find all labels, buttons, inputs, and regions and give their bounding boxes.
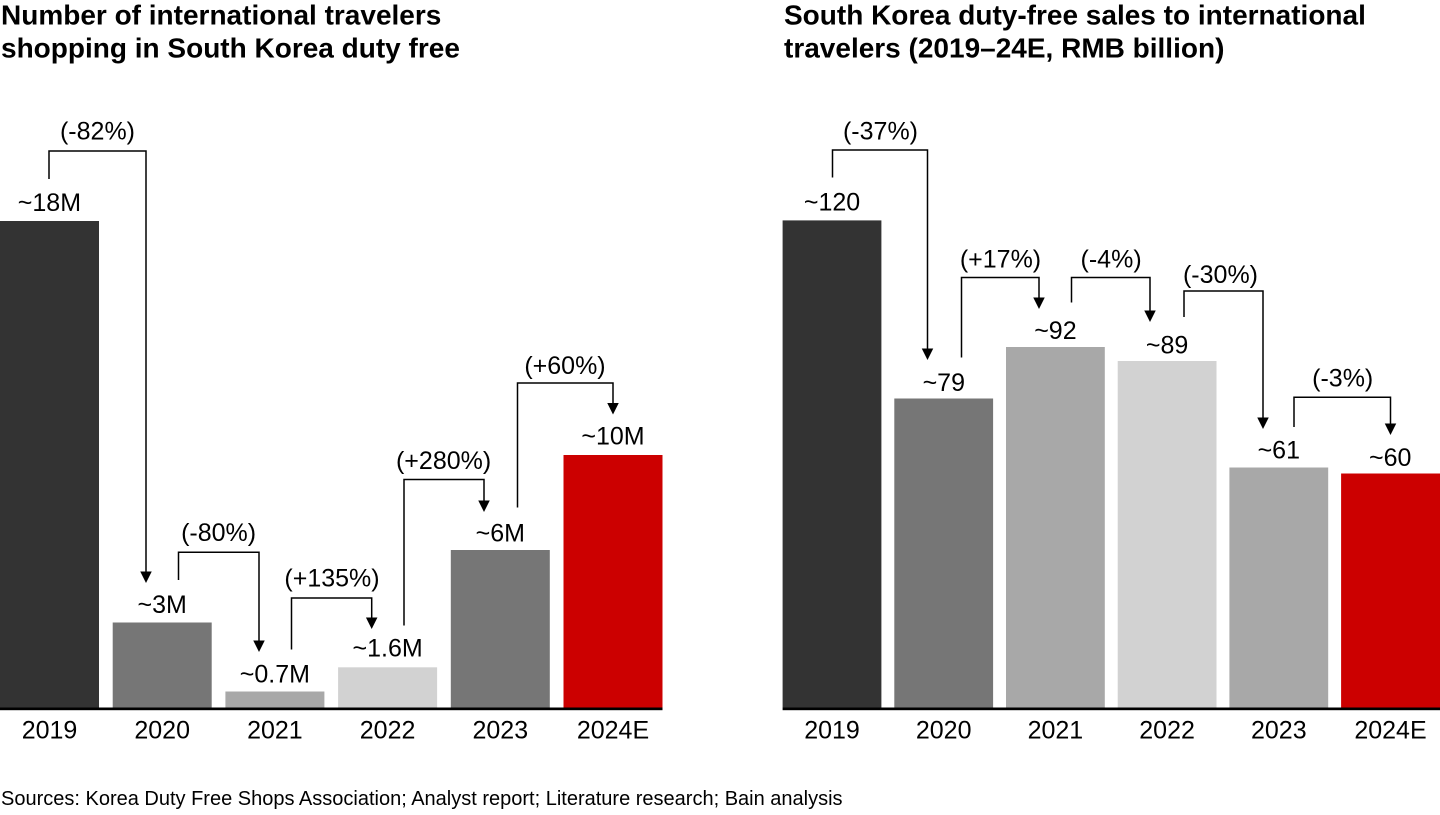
svg-text:2021: 2021 [247, 717, 303, 745]
svg-text:~60: ~60 [1369, 444, 1411, 472]
svg-text:2023: 2023 [1251, 717, 1307, 745]
svg-text:~18M: ~18M [18, 189, 81, 217]
svg-text:2022: 2022 [1139, 717, 1195, 745]
svg-text:(-80%): (-80%) [181, 519, 256, 547]
svg-text:2024E: 2024E [1354, 717, 1426, 745]
svg-text:(+60%): (+60%) [524, 352, 605, 380]
svg-text:(-30%): (-30%) [1183, 261, 1258, 289]
svg-text:~3M: ~3M [138, 591, 187, 619]
svg-text:2024E: 2024E [577, 717, 649, 745]
svg-text:~10M: ~10M [581, 423, 644, 451]
svg-text:~1.6M: ~1.6M [353, 635, 423, 663]
svg-text:~0.7M: ~0.7M [240, 661, 310, 689]
svg-text:travelers (2019–24E, RMB billi: travelers (2019–24E, RMB billion) [784, 32, 1224, 63]
svg-text:2021: 2021 [1028, 717, 1084, 745]
svg-text:(-4%): (-4%) [1081, 246, 1142, 274]
svg-text:~79: ~79 [923, 369, 965, 397]
svg-text:2020: 2020 [916, 717, 972, 745]
svg-text:(+135%): (+135%) [284, 564, 379, 592]
svg-text:2020: 2020 [134, 717, 190, 745]
svg-text:(-82%): (-82%) [60, 117, 135, 145]
svg-text:(+280%): (+280%) [396, 447, 491, 475]
svg-text:(-3%): (-3%) [1312, 365, 1373, 393]
svg-text:2019: 2019 [804, 717, 860, 745]
svg-text:Sources: Korea Duty Free Shops: Sources: Korea Duty Free Shops Associati… [1, 788, 843, 810]
svg-text:2019: 2019 [22, 717, 78, 745]
svg-text:~89: ~89 [1146, 332, 1188, 360]
svg-text:~92: ~92 [1034, 317, 1076, 345]
svg-text:2023: 2023 [472, 717, 528, 745]
svg-text:~61: ~61 [1258, 437, 1300, 465]
svg-text:shopping in South Korea duty f: shopping in South Korea duty free [1, 32, 460, 63]
svg-text:~120: ~120 [804, 189, 860, 217]
svg-text:South Korea duty-free sales to: South Korea duty-free sales to internati… [784, 0, 1366, 30]
svg-text:(+17%): (+17%) [960, 246, 1041, 274]
svg-text:2022: 2022 [360, 717, 416, 745]
svg-text:(-37%): (-37%) [843, 118, 918, 146]
svg-text:~6M: ~6M [476, 520, 525, 548]
svg-text:Number of international travel: Number of international travelers [1, 0, 441, 30]
